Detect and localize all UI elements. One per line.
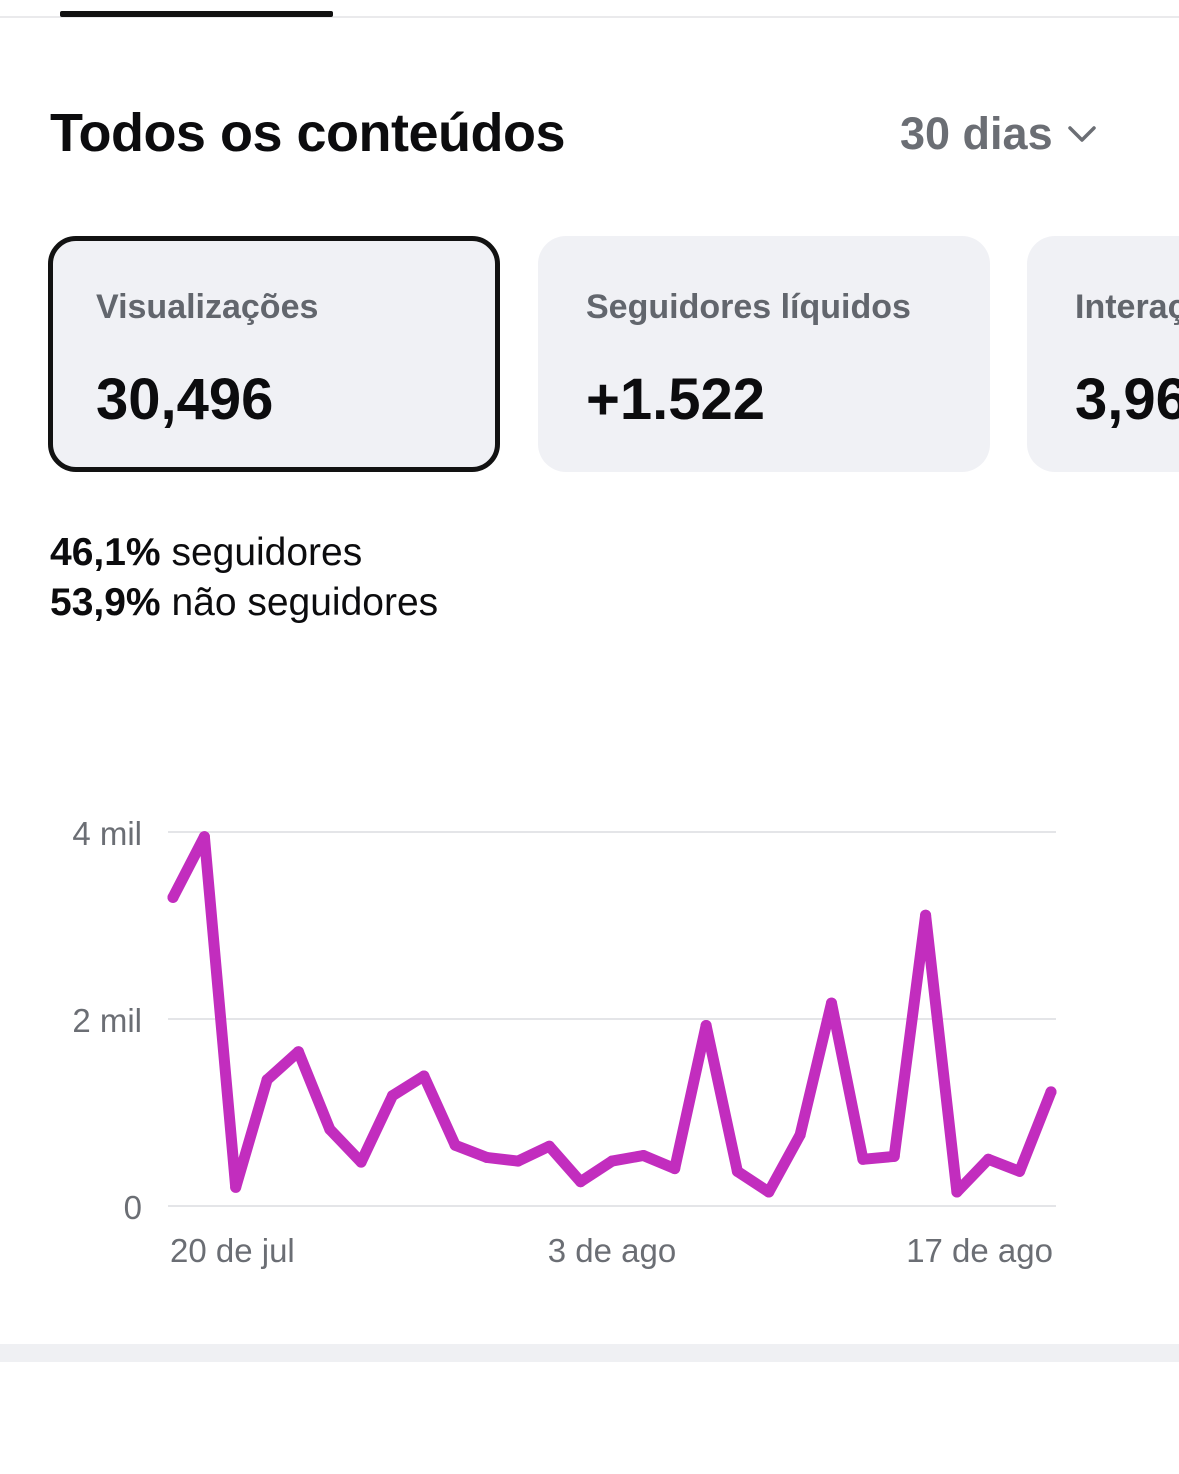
data-point	[920, 909, 932, 921]
data-point	[230, 1181, 242, 1193]
y-tick-label: 0	[124, 1189, 142, 1226]
metric-value: +1.522	[586, 367, 766, 432]
breakdown-row-non-followers: 53,9% não seguidores	[50, 578, 438, 628]
data-point	[512, 1155, 524, 1167]
data-point	[606, 1155, 618, 1167]
y-tick-label: 2 mil	[72, 1002, 142, 1039]
y-tick-label: 4 mil	[72, 815, 142, 852]
data-point	[387, 1090, 398, 1102]
tab-bar-divider	[0, 16, 1179, 18]
section-title: Todos os conteúdos	[50, 103, 566, 163]
breakdown-percent: 53,9%	[50, 581, 161, 624]
data-point	[167, 891, 179, 903]
data-point	[637, 1150, 649, 1161]
chevron-down-icon	[1067, 124, 1097, 144]
data-point	[700, 1020, 712, 1031]
data-point	[481, 1151, 493, 1163]
breakdown-row-followers: 46,1% seguidores	[50, 528, 438, 578]
data-point	[449, 1139, 461, 1151]
data-point	[794, 1129, 806, 1141]
metric-label: Interações	[1075, 288, 1179, 326]
breakdown-percent: 46,1%	[50, 531, 161, 574]
x-tick-label: 3 de ago	[548, 1232, 676, 1269]
data-point	[1045, 1086, 1057, 1098]
data-point	[543, 1140, 555, 1152]
metric-label: Visualizações	[96, 288, 319, 326]
metric-value: 30,496	[96, 367, 274, 432]
data-point	[826, 997, 837, 1009]
data-point	[951, 1186, 963, 1198]
data-point	[763, 1186, 775, 1198]
metric-label: Seguidores líquidos	[586, 288, 911, 326]
breakdown-label: não seguidores	[171, 581, 439, 624]
data-point	[731, 1165, 743, 1177]
data-point	[669, 1163, 681, 1175]
metric-card-net-followers[interactable]: Seguidores líquidos +1.522	[538, 236, 990, 472]
data-point	[418, 1070, 430, 1082]
data-point	[261, 1074, 273, 1086]
series-line-views	[167, 831, 1057, 1198]
data-point	[982, 1153, 994, 1165]
views-line-chart: 4 mil 2 mil 0 20 de jul 3 de ago 17 de ago	[72, 815, 1057, 1269]
data-point	[857, 1153, 869, 1165]
metric-card-views[interactable]: Visualizações 30,496	[48, 236, 500, 472]
section-separator	[0, 1344, 1179, 1362]
date-range-select[interactable]: 30 dias	[900, 108, 1097, 160]
data-point	[324, 1123, 336, 1135]
data-point	[888, 1150, 900, 1162]
metric-card-interactions[interactable]: Interações 3,96	[1027, 236, 1179, 472]
data-point	[198, 831, 210, 843]
x-tick-label: 20 de jul	[170, 1232, 295, 1269]
data-point	[575, 1176, 587, 1188]
metric-value: 3,96	[1075, 367, 1179, 432]
breakdown-label: seguidores	[171, 531, 363, 574]
data-point	[355, 1156, 367, 1168]
data-point	[292, 1046, 304, 1058]
active-tab-indicator	[60, 11, 333, 17]
data-point	[1014, 1165, 1026, 1177]
date-range-label: 30 dias	[900, 108, 1053, 159]
audience-breakdown: 46,1% seguidores 53,9% não seguidores	[50, 528, 438, 628]
x-tick-label: 17 de ago	[906, 1232, 1053, 1269]
